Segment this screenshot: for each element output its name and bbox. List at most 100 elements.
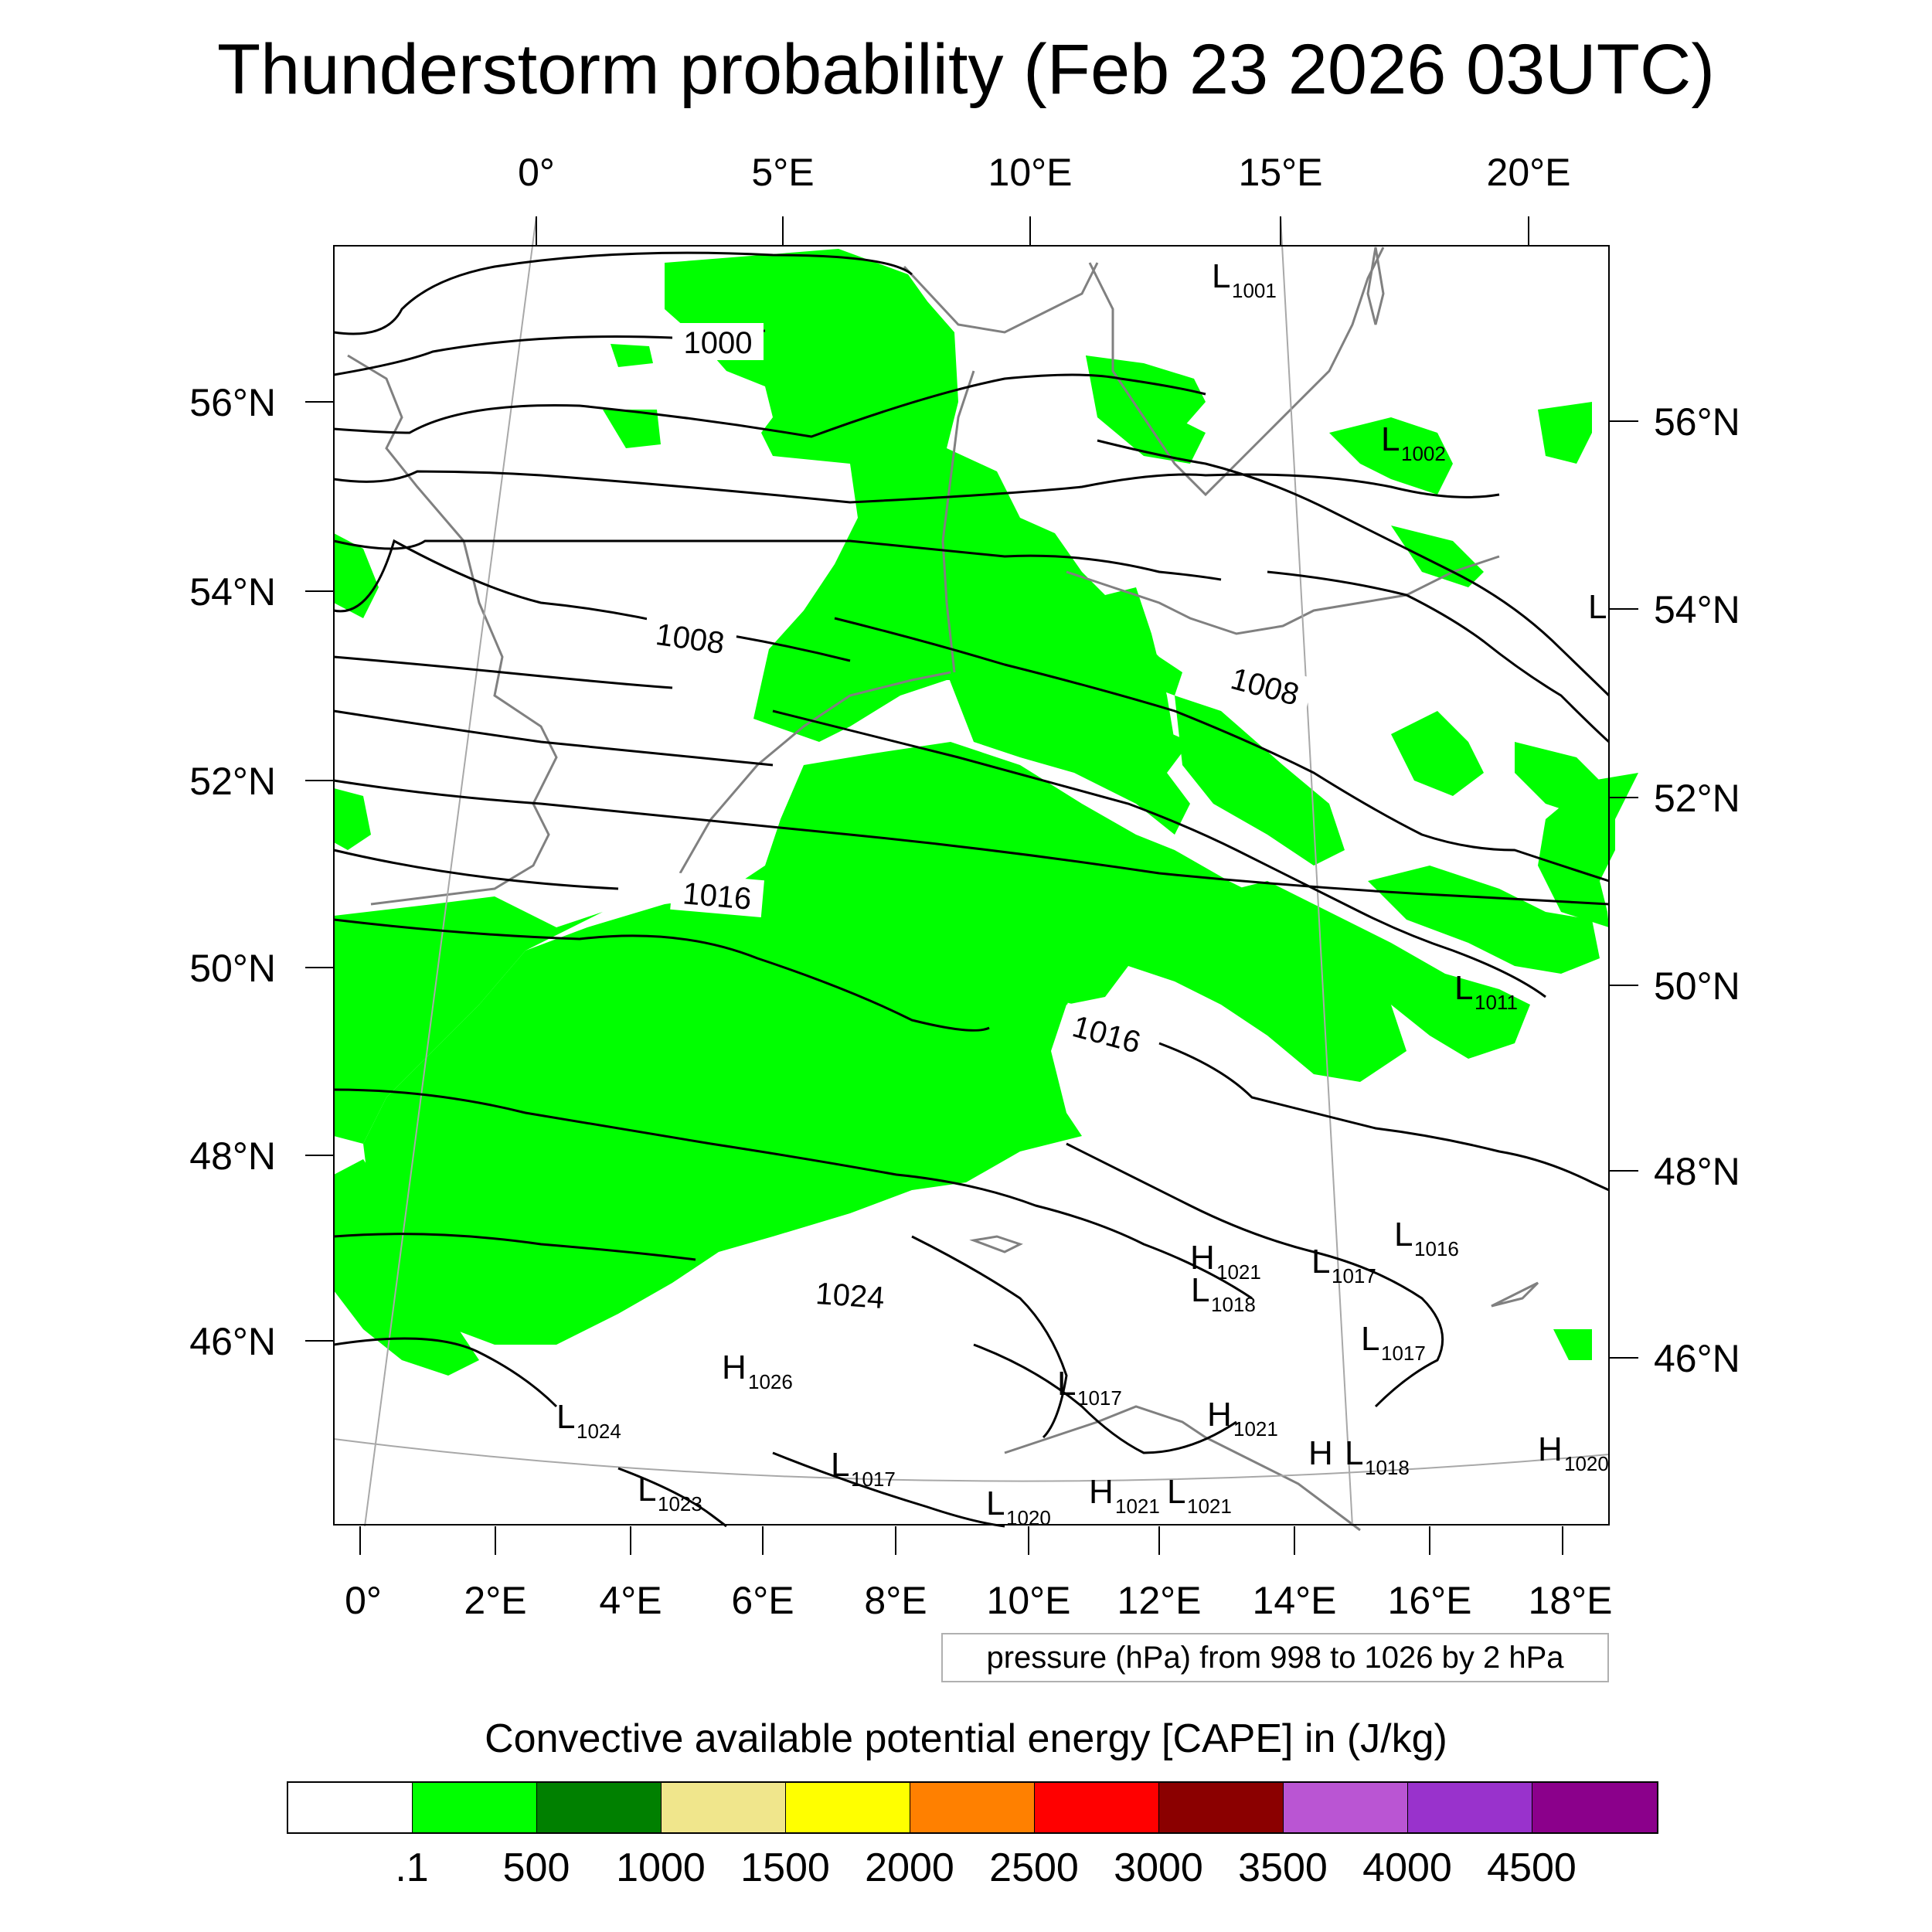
pressure-center: L 1011 (1454, 969, 1518, 1014)
left-lat-labels: 56°N 54°N 52°N 50°N 48°N 46°N (189, 381, 276, 1363)
svg-text:H: H (1207, 1396, 1232, 1434)
svg-text:1026: 1026 (748, 1370, 793, 1393)
colorbar-swatch (1408, 1783, 1532, 1832)
isobar (1097, 439, 1611, 697)
pressure-center: L 1002 (1381, 420, 1446, 465)
tick-marks (305, 216, 1638, 1555)
lon-label-bottom: 10°E (987, 1579, 1071, 1622)
pressure-center: L 1021 (1167, 1473, 1232, 1518)
lon-label-top: 20°E (1487, 151, 1571, 194)
isobar (1158, 1042, 1610, 1192)
svg-text:1017: 1017 (1332, 1264, 1376, 1287)
lat-label-right: 48°N (1654, 1150, 1740, 1193)
svg-text:L: L (638, 1471, 656, 1509)
colorbar-tick-label: 2500 (989, 1845, 1079, 1890)
svg-text:L: L (1361, 1320, 1379, 1358)
meridian-15e (1280, 216, 1353, 1527)
isobar (1066, 1142, 1444, 1408)
isobar-label-box: 1000 (672, 323, 764, 360)
svg-text:L: L (986, 1485, 1005, 1522)
isobar (333, 779, 1610, 906)
colorbar-tick-label: 2000 (865, 1845, 954, 1890)
colorbar-swatch (786, 1783, 910, 1832)
svg-text:L: L (556, 1398, 575, 1436)
lon-label-bottom: 8°E (864, 1579, 927, 1622)
lat-label-left: 54°N (189, 570, 276, 614)
pressure-center: H 1021 (1089, 1473, 1160, 1518)
lon-label-bottom: 0° (345, 1579, 382, 1622)
pressure-center: L 1024 (556, 1398, 621, 1443)
pressure-center: L 1016 (1394, 1216, 1459, 1260)
svg-text:H: H (1089, 1473, 1114, 1511)
cape-area-france-south (334, 1159, 479, 1376)
cape-area-east-edge (1538, 773, 1638, 927)
lon-label-top: 0° (518, 151, 555, 194)
colorbar-swatch (1159, 1783, 1284, 1832)
lon-label-bottom: 12°E (1117, 1579, 1202, 1622)
isobar-label: 1008 (1227, 662, 1302, 713)
svg-text:1021: 1021 (1233, 1417, 1278, 1440)
isobar (617, 1467, 727, 1528)
pressure-center: H 1021 (1190, 1239, 1261, 1284)
coastline-norway (903, 262, 1099, 334)
lon-label-bottom: 16°E (1388, 1579, 1472, 1622)
top-lon-labels: 0° 5°E 10°E 15°E 20°E (518, 151, 1570, 194)
coastline-adriatic (1004, 1405, 1361, 1532)
svg-text:1018: 1018 (1211, 1293, 1256, 1316)
coastline-gotland (1366, 247, 1385, 325)
bottom-lon-labels: 0° 2°E 4°E 6°E 8°E 10°E 12°E 14°E 16°E 1… (345, 1579, 1612, 1622)
cape-area-ne-4 (1538, 402, 1592, 464)
lat-label-right: 52°N (1654, 777, 1740, 820)
cape-areas (334, 249, 1638, 1376)
isobar (1267, 570, 1611, 743)
svg-text:1020: 1020 (1564, 1452, 1609, 1475)
isobar (333, 709, 774, 767)
svg-text:1021: 1021 (1216, 1260, 1261, 1284)
pressure-center: L 1020 (986, 1485, 1051, 1529)
coastline-benelux (679, 671, 951, 874)
colorbar-tick-label: 1500 (740, 1845, 830, 1890)
isobar (333, 329, 766, 376)
map-frame (333, 245, 1610, 1526)
pressure-center: H 1026 (722, 1349, 793, 1393)
colorbar-tick-label: 4500 (1487, 1845, 1577, 1890)
colorbar-swatch (1284, 1783, 1408, 1832)
colorbar-tick-label: 500 (502, 1845, 570, 1890)
svg-text:H: H (1538, 1430, 1563, 1468)
isobar (333, 1337, 558, 1408)
cape-area-n-dot-1 (611, 344, 653, 367)
cape-area-france-west (334, 896, 603, 1144)
svg-text:1024: 1024 (577, 1420, 621, 1443)
cape-area-central (363, 742, 1406, 1345)
svg-text:1018: 1018 (1365, 1456, 1410, 1479)
pressure-center: L 1018 (1191, 1271, 1256, 1316)
isobar-label: 1016 (1069, 1009, 1144, 1060)
isobar-label-box: 1024 (803, 1271, 897, 1316)
svg-text:H: H (1308, 1434, 1333, 1472)
coastline-lake-geneva (969, 1235, 1023, 1253)
svg-text:L: L (1191, 1271, 1209, 1309)
lon-label-top: 5°E (751, 151, 814, 194)
colorbar-swatch (662, 1783, 786, 1832)
lat-label-right: 54°N (1654, 588, 1740, 631)
colorbar-ticks: .1 500 1000 1500 2000 2500 3000 3500 400… (0, 1843, 1932, 1897)
pressure-center: L 1017 (831, 1446, 896, 1491)
lat-label-left: 48°N (189, 1134, 276, 1178)
isobar (333, 1088, 1253, 1300)
isobar (333, 849, 619, 890)
svg-text:1021: 1021 (1187, 1495, 1232, 1518)
coastline-balaton (1491, 1281, 1539, 1308)
isobar-label: 1016 (682, 876, 753, 917)
colorbar-tick-label: 3000 (1114, 1845, 1203, 1890)
svg-text:1017: 1017 (1077, 1386, 1122, 1410)
isobar-label-box: 1008 (1216, 655, 1315, 715)
isobar (911, 1235, 1068, 1439)
parallel-45n (333, 1438, 1610, 1482)
coastline-uk-east (347, 354, 558, 906)
lon-label-top: 10°E (988, 151, 1073, 194)
lon-label-bottom: 14°E (1253, 1579, 1337, 1622)
svg-text:L: L (1381, 420, 1400, 458)
isobar (834, 617, 1610, 883)
svg-text:L: L (1345, 1434, 1363, 1472)
